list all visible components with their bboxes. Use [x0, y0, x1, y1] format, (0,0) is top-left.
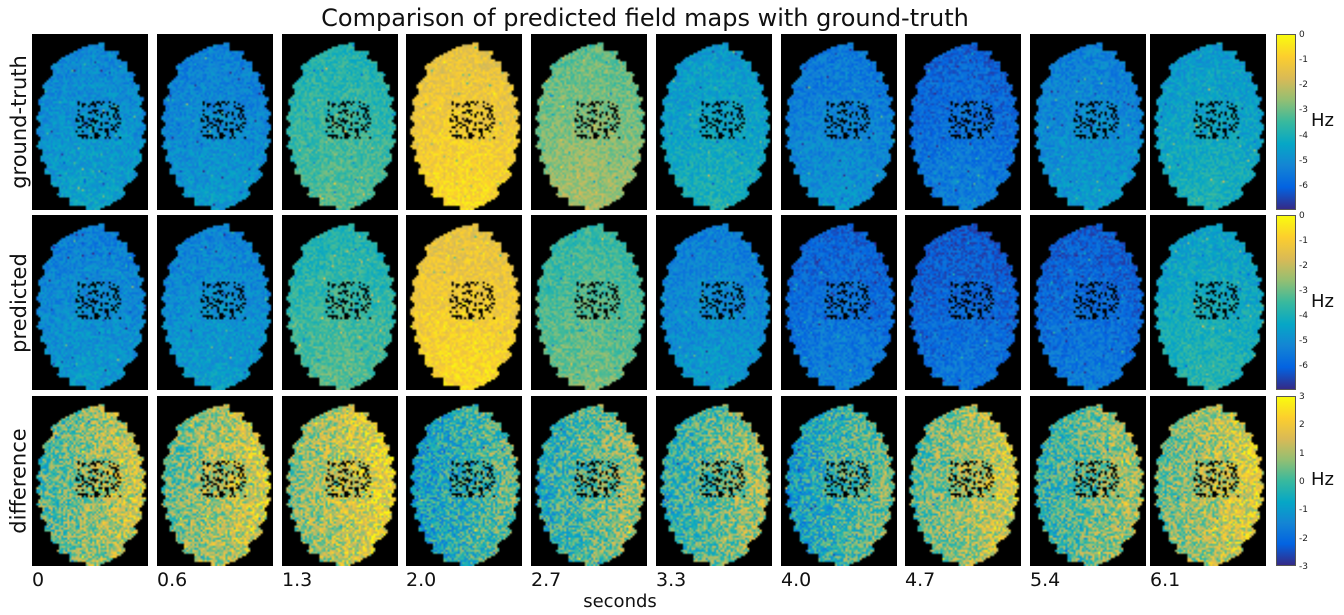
colorbar-tick: -4 — [1299, 311, 1308, 321]
colorbar-tick: -1 — [1299, 55, 1308, 66]
colorbar-tick: -2 — [1299, 80, 1308, 91]
field-map-difference-1.3 — [282, 396, 398, 566]
colorbar-tick: -3 — [1299, 105, 1308, 116]
colorbar-tick: -3 — [1299, 286, 1308, 296]
colorbar-unit: Hz — [1311, 469, 1334, 490]
field-map-difference-4.0 — [781, 396, 897, 566]
row-label-difference: difference — [7, 428, 32, 534]
colorbar-tick: -2 — [1299, 533, 1308, 544]
colorbar-tick: -1 — [1299, 236, 1308, 246]
field-map-predicted-0 — [32, 215, 148, 390]
colorbar-unit: Hz — [1311, 290, 1334, 312]
field-map-difference-2.0 — [406, 396, 522, 566]
colorbar-tick: 1 — [1299, 448, 1305, 459]
colorbar-tick: 3 — [1299, 392, 1305, 402]
time-label: 1.3 — [282, 569, 313, 591]
field-map-ground-truth-4.0 — [781, 34, 897, 210]
field-map-predicted-1.3 — [282, 215, 398, 390]
colorbar-predicted — [1276, 215, 1296, 390]
colorbar-difference — [1276, 396, 1296, 566]
colorbar-tick: -5 — [1299, 336, 1308, 346]
field-map-difference-5.4 — [1030, 396, 1146, 566]
colorbar-tick: -6 — [1299, 180, 1308, 191]
colorbar-tick: -2 — [1299, 261, 1308, 271]
field-map-predicted-0.6 — [157, 215, 273, 390]
row-label-ground-truth: ground-truth — [7, 55, 32, 189]
field-map-predicted-6.1 — [1150, 215, 1266, 390]
x-axis-label: seconds — [583, 591, 657, 612]
colorbar-tick: 0 — [1299, 30, 1305, 40]
field-map-difference-2.7 — [531, 396, 647, 566]
field-map-difference-3.3 — [656, 396, 772, 566]
row-label-predicted: predicted — [7, 252, 31, 353]
field-map-ground-truth-4.7 — [905, 34, 1021, 210]
field-map-ground-truth-6.1 — [1150, 34, 1266, 210]
colorbar-unit: Hz — [1311, 110, 1334, 131]
field-map-ground-truth-1.3 — [282, 34, 398, 210]
field-map-difference-6.1 — [1150, 396, 1266, 566]
colorbar-tick: 0 — [1299, 477, 1305, 487]
field-map-predicted-5.4 — [1030, 215, 1146, 390]
time-label: 4.7 — [905, 569, 936, 591]
time-label: 4.0 — [781, 569, 812, 591]
colorbar-tick: -4 — [1299, 130, 1308, 141]
colorbar-tick: -6 — [1299, 361, 1308, 371]
field-map-predicted-4.0 — [781, 215, 897, 390]
colorbar-ground-truth — [1276, 34, 1296, 210]
field-map-ground-truth-2.7 — [531, 34, 647, 210]
field-map-predicted-4.7 — [905, 215, 1021, 390]
time-label: 6.1 — [1150, 569, 1181, 591]
colorbar-tick: -5 — [1299, 155, 1308, 166]
chart-title: Comparison of predicted field maps with … — [321, 4, 969, 32]
colorbar-tick: 0 — [1299, 211, 1305, 221]
field-map-difference-0 — [32, 396, 148, 566]
colorbar-tick: -3 — [1299, 562, 1308, 572]
field-map-predicted-3.3 — [656, 215, 772, 390]
field-map-ground-truth-3.3 — [656, 34, 772, 210]
field-map-predicted-2.0 — [406, 215, 522, 390]
field-map-ground-truth-2.0 — [406, 34, 522, 210]
colorbar-tick: 2 — [1299, 420, 1305, 431]
colorbar-tick: -1 — [1299, 505, 1308, 516]
time-label: 0 — [32, 569, 45, 591]
time-label: 3.3 — [656, 569, 687, 591]
field-map-predicted-2.7 — [531, 215, 647, 390]
field-map-difference-0.6 — [157, 396, 273, 566]
time-label: 0.6 — [157, 569, 188, 591]
time-label: 2.7 — [531, 569, 562, 591]
field-map-ground-truth-0.6 — [157, 34, 273, 210]
time-label: 5.4 — [1030, 569, 1061, 591]
field-map-difference-4.7 — [905, 396, 1021, 566]
field-map-ground-truth-5.4 — [1030, 34, 1146, 210]
field-map-ground-truth-0 — [32, 34, 148, 210]
time-label: 2.0 — [406, 569, 437, 591]
